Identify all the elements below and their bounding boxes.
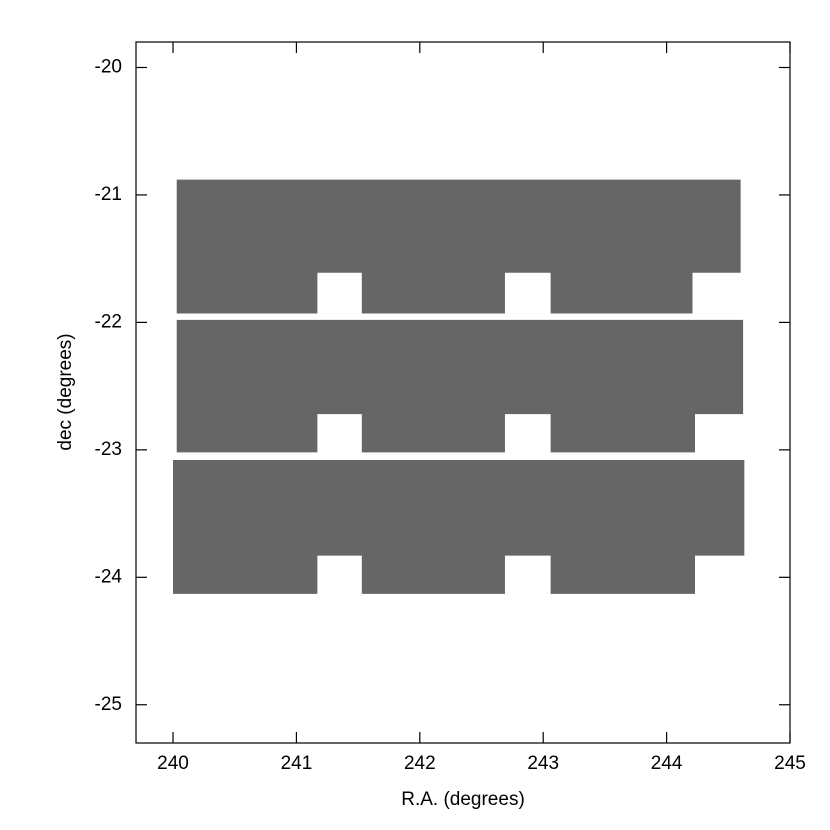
- plot-frame: [135, 41, 791, 744]
- y-tick-label: -25: [95, 694, 122, 715]
- x-axis-label: R.A. (degrees): [401, 789, 525, 810]
- y-tick-label: -21: [95, 184, 122, 205]
- y-tick-label: -23: [95, 439, 122, 460]
- x-tick-label: 240: [157, 753, 189, 774]
- x-tick-label: 243: [527, 753, 559, 774]
- y-axis-label: dec (degrees): [55, 333, 76, 450]
- footprint: [176, 319, 744, 453]
- x-tick-label: 242: [404, 753, 436, 774]
- x-tick-label: 245: [774, 753, 806, 774]
- footprint: [176, 179, 741, 314]
- x-tick-label: 244: [651, 753, 683, 774]
- y-tick-label: -24: [95, 566, 123, 587]
- x-tick-label: 241: [281, 753, 313, 774]
- y-tick-label: -22: [95, 311, 122, 332]
- y-tick-label: -20: [95, 57, 122, 78]
- footprint: [173, 460, 745, 594]
